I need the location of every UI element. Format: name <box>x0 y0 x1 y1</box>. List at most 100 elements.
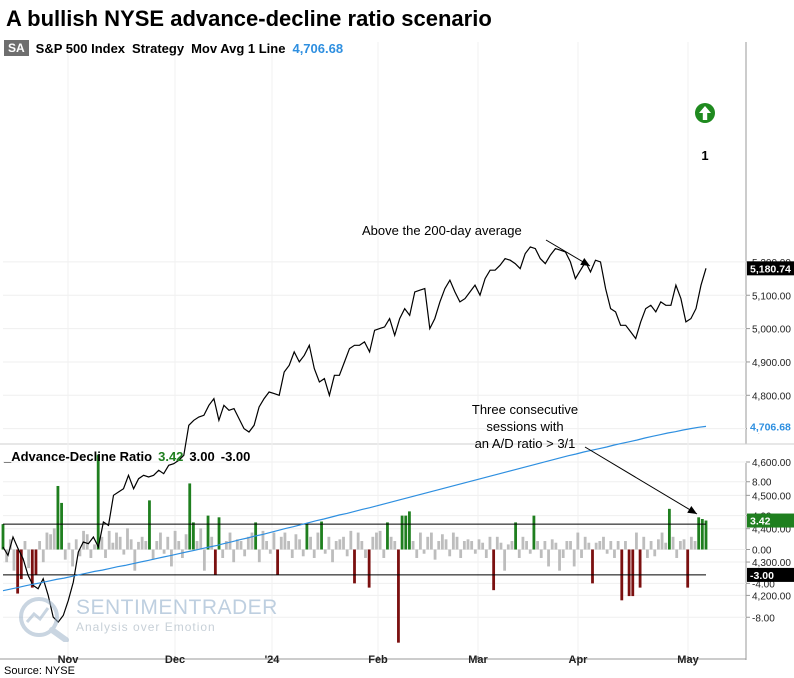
ad-bar <box>678 541 682 550</box>
price-tick-label: 4,500.00 <box>752 491 791 502</box>
ad-bar <box>184 534 188 550</box>
strategy-label: Strategy <box>132 40 185 56</box>
ad-bar <box>415 549 419 558</box>
price-last-badge-bg <box>747 261 794 276</box>
ad-bar <box>554 542 558 550</box>
ad-bar <box>151 549 155 560</box>
ad-annotation-arrow-head <box>687 505 697 514</box>
ad-bar <box>283 532 287 550</box>
ad-header: _Advance-Decline Ratio 3.42 3.00 -3.00 <box>4 449 250 464</box>
ad-bar <box>495 536 499 550</box>
ad-bar <box>166 536 170 550</box>
ad-bar <box>279 536 283 550</box>
ad-bar <box>433 549 437 560</box>
signal-count: 1 <box>701 148 708 163</box>
ad-bar <box>657 539 660 550</box>
ad-annotation: Three consecutive sessions with an A/D r… <box>455 401 595 452</box>
ad-tick-label: -8.00 <box>752 613 775 624</box>
ad-bar <box>188 483 192 550</box>
ad-bar <box>287 541 290 550</box>
price-tick-label: 4,800.00 <box>752 391 791 402</box>
ad-bar <box>181 549 184 558</box>
ad-bar <box>499 542 503 550</box>
ad-bar <box>5 549 9 563</box>
ad-bar <box>159 532 162 550</box>
ad-bar <box>74 539 78 550</box>
price-tick-label: 4,900.00 <box>752 358 791 369</box>
ad-bar <box>202 549 206 571</box>
ad-bar <box>261 530 265 550</box>
ad-bar <box>686 549 690 588</box>
ad-bar <box>1 524 5 550</box>
ad-bar <box>265 541 269 550</box>
ad-bar <box>616 541 620 550</box>
ad-bar <box>27 549 31 569</box>
ad-upper-threshold: 3.00 <box>189 449 215 464</box>
ad-bar <box>140 536 144 550</box>
ad-bar <box>356 532 360 550</box>
ad-bar <box>422 549 426 554</box>
ad-bar <box>667 508 671 550</box>
price-lines <box>2 246 707 624</box>
ad-bar <box>580 549 583 558</box>
ad-bar <box>309 536 312 550</box>
ad-bar <box>126 528 129 550</box>
ad-bar <box>408 511 411 550</box>
ad-bar <box>627 549 631 597</box>
ad-bar <box>19 549 23 580</box>
ad-bars <box>1 454 708 643</box>
source-note: Source: NYSE <box>4 665 75 677</box>
ad-bar <box>569 541 572 550</box>
ad-bar <box>177 541 181 550</box>
ad-bar <box>162 549 166 554</box>
ad-bar <box>367 549 371 588</box>
ad-bar <box>510 541 514 550</box>
ad-bar <box>440 534 444 550</box>
ad-bar <box>41 549 45 563</box>
ad-bar <box>400 515 404 550</box>
ad-annotation-arrow <box>584 446 698 515</box>
ad-bar <box>462 541 466 550</box>
ad-bar <box>100 536 104 550</box>
ad-bar <box>704 520 708 550</box>
ad-bar <box>320 521 323 550</box>
ad-bar <box>528 549 532 554</box>
ad-bar <box>89 549 93 558</box>
ad-bar <box>382 549 386 558</box>
ad-bar <box>419 532 422 550</box>
ad-bar <box>598 541 602 550</box>
ma-annotation: Above the 200-day average <box>362 223 522 238</box>
price-tick-label: 4,400.00 <box>752 525 791 536</box>
ad-bar <box>170 549 173 567</box>
x-grid <box>67 42 689 660</box>
ad-last-badge-text: 3.42 <box>750 516 771 528</box>
watermark-tagline: Analysis over Emotion <box>76 620 216 634</box>
ad-bar <box>257 549 261 563</box>
chart-title: A bullish NYSE advance-decline ratio sce… <box>6 6 492 31</box>
ad-bar <box>30 549 34 588</box>
ad-bar <box>689 536 693 550</box>
ad-bar <box>60 502 63 550</box>
ad-bar <box>316 532 320 550</box>
ad-label: _Advance-Decline Ratio <box>4 449 153 464</box>
ad-bar <box>682 539 686 550</box>
ad-bar <box>173 530 177 550</box>
ad-bar <box>49 534 52 550</box>
watermark-logo-icon <box>19 597 69 642</box>
ad-bar <box>444 539 448 550</box>
ad-bar <box>609 541 613 550</box>
watermark-brand: SENTIMENTRADER <box>76 596 278 619</box>
ad-bar <box>455 536 459 550</box>
price-tick-label: 4,300.00 <box>752 558 791 569</box>
price-tick-label: 5,100.00 <box>752 291 791 302</box>
ad-bar <box>635 532 638 550</box>
x-tick-label: Feb <box>368 654 388 666</box>
ad-bar <box>426 536 430 550</box>
ad-bar <box>353 549 356 584</box>
ad-bar <box>268 549 272 554</box>
x-tick-label: Dec <box>165 654 185 666</box>
ad-bar <box>67 542 71 550</box>
ad-bar <box>638 549 642 588</box>
ad-bar <box>345 549 349 557</box>
